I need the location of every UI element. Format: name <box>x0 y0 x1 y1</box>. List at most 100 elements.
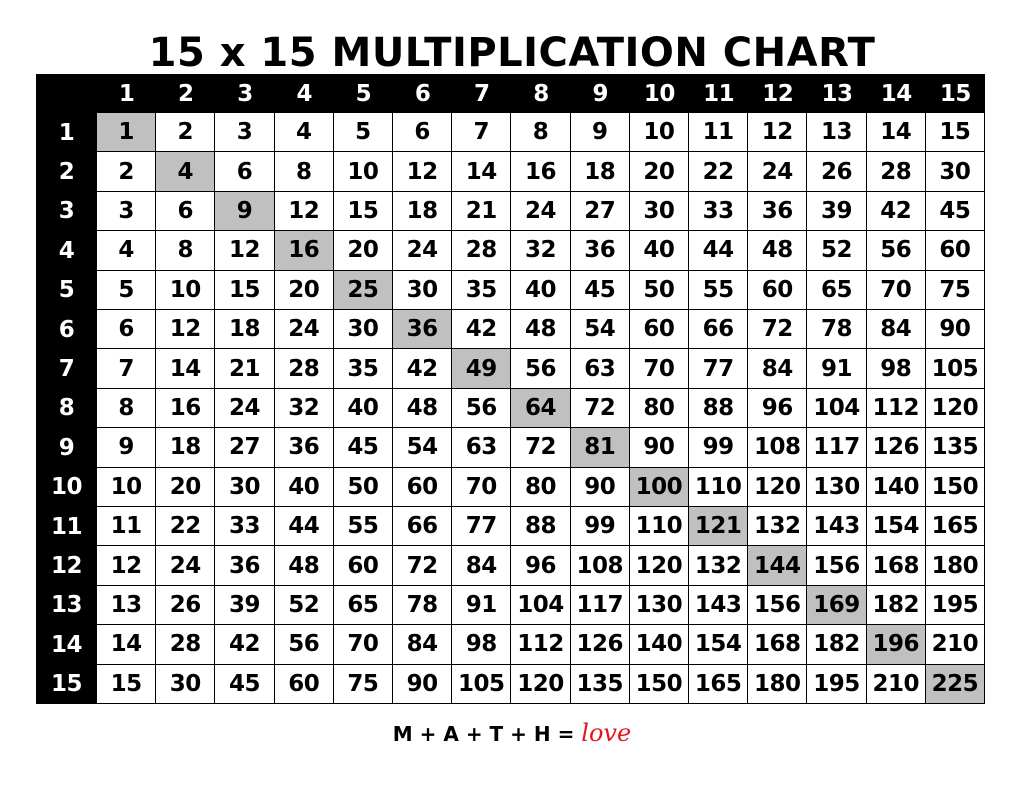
product-cell: 30 <box>156 664 216 704</box>
product-cell: 28 <box>866 152 926 192</box>
product-cell: 26 <box>156 585 216 626</box>
product-cell: 80 <box>629 388 689 429</box>
product-cell: 5 <box>333 113 393 153</box>
product-cell: 99 <box>570 507 630 547</box>
product-cell: 15 <box>925 113 985 153</box>
row-header: 5 <box>36 270 97 310</box>
product-cell: 18 <box>393 191 453 232</box>
product-cell: 60 <box>925 231 985 271</box>
product-cell: 117 <box>570 585 630 626</box>
product-cell: 156 <box>807 546 867 586</box>
product-cell: 90 <box>570 467 630 507</box>
product-cell: 20 <box>333 231 393 271</box>
product-cell: 135 <box>570 664 630 704</box>
product-cell: 52 <box>807 231 867 271</box>
product-cell: 3 <box>97 191 157 232</box>
product-cell: 36 <box>274 428 334 468</box>
product-cell: 140 <box>866 467 926 507</box>
product-cell: 104 <box>511 585 571 626</box>
product-cell: 108 <box>748 428 808 468</box>
square-cell: 9 <box>215 191 275 232</box>
product-cell: 44 <box>274 507 334 547</box>
product-cell: 8 <box>97 388 157 429</box>
multiplication-table: 1 2 3 4 5 6 7 8 9 10 11 12 13 14 15 1 1 2 3 4 5 6 7 8 9 10 11 12 13 1… <box>36 74 985 704</box>
column-header: 9 <box>570 74 630 113</box>
footer: M + A + T + H = love <box>0 718 1024 749</box>
product-cell: 10 <box>97 467 157 507</box>
product-cell: 168 <box>748 625 808 665</box>
row-header: 7 <box>36 349 97 389</box>
product-cell: 32 <box>511 231 571 271</box>
product-cell: 13 <box>807 113 867 153</box>
product-cell: 16 <box>511 152 571 192</box>
column-header: 2 <box>156 74 216 113</box>
product-cell: 3 <box>215 113 275 153</box>
square-cell: 196 <box>866 625 926 665</box>
product-cell: 112 <box>866 388 926 429</box>
product-cell: 40 <box>629 231 689 271</box>
product-cell: 14 <box>97 625 157 665</box>
product-cell: 78 <box>807 310 867 350</box>
product-cell: 110 <box>689 467 749 507</box>
product-cell: 16 <box>156 388 216 429</box>
product-cell: 8 <box>156 231 216 271</box>
product-cell: 56 <box>511 349 571 389</box>
product-cell: 105 <box>925 349 985 389</box>
row-header: 14 <box>36 625 97 665</box>
product-cell: 63 <box>452 428 512 468</box>
row-header: 11 <box>36 507 97 547</box>
row-header: 4 <box>36 231 97 271</box>
product-cell: 24 <box>511 191 571 232</box>
product-cell: 120 <box>925 388 985 429</box>
square-cell: 36 <box>393 310 453 350</box>
square-cell: 81 <box>570 428 630 468</box>
column-header: 4 <box>274 74 334 113</box>
product-cell: 99 <box>689 428 749 468</box>
product-cell: 90 <box>393 664 453 704</box>
row-header: 8 <box>36 388 97 429</box>
product-cell: 66 <box>689 310 749 350</box>
product-cell: 84 <box>393 625 453 665</box>
product-cell: 8 <box>511 113 571 153</box>
product-cell: 77 <box>452 507 512 547</box>
product-cell: 24 <box>393 231 453 271</box>
product-cell: 120 <box>629 546 689 586</box>
product-cell: 70 <box>333 625 393 665</box>
product-cell: 20 <box>274 270 334 310</box>
product-cell: 40 <box>333 388 393 429</box>
product-cell: 168 <box>866 546 926 586</box>
product-cell: 28 <box>274 349 334 389</box>
product-cell: 88 <box>689 388 749 429</box>
square-cell: 169 <box>807 585 867 626</box>
product-cell: 91 <box>807 349 867 389</box>
product-cell: 60 <box>393 467 453 507</box>
product-cell: 24 <box>215 388 275 429</box>
product-cell: 165 <box>689 664 749 704</box>
product-cell: 48 <box>274 546 334 586</box>
product-cell: 12 <box>274 191 334 232</box>
row-header: 1 <box>36 113 97 153</box>
product-cell: 63 <box>570 349 630 389</box>
product-cell: 44 <box>689 231 749 271</box>
product-cell: 72 <box>511 428 571 468</box>
square-cell: 49 <box>452 349 512 389</box>
product-cell: 9 <box>570 113 630 153</box>
column-header: 14 <box>866 74 926 113</box>
product-cell: 60 <box>333 546 393 586</box>
row-header: 10 <box>36 467 97 507</box>
product-cell: 88 <box>511 507 571 547</box>
product-cell: 10 <box>333 152 393 192</box>
row-header: 6 <box>36 310 97 350</box>
square-cell: 4 <box>156 152 216 192</box>
product-cell: 14 <box>866 113 926 153</box>
product-cell: 52 <box>274 585 334 626</box>
product-cell: 65 <box>333 585 393 626</box>
product-cell: 84 <box>452 546 512 586</box>
product-cell: 36 <box>215 546 275 586</box>
product-cell: 75 <box>333 664 393 704</box>
product-cell: 11 <box>97 507 157 547</box>
product-cell: 60 <box>629 310 689 350</box>
product-cell: 13 <box>97 585 157 626</box>
product-cell: 12 <box>393 152 453 192</box>
product-cell: 105 <box>452 664 512 704</box>
